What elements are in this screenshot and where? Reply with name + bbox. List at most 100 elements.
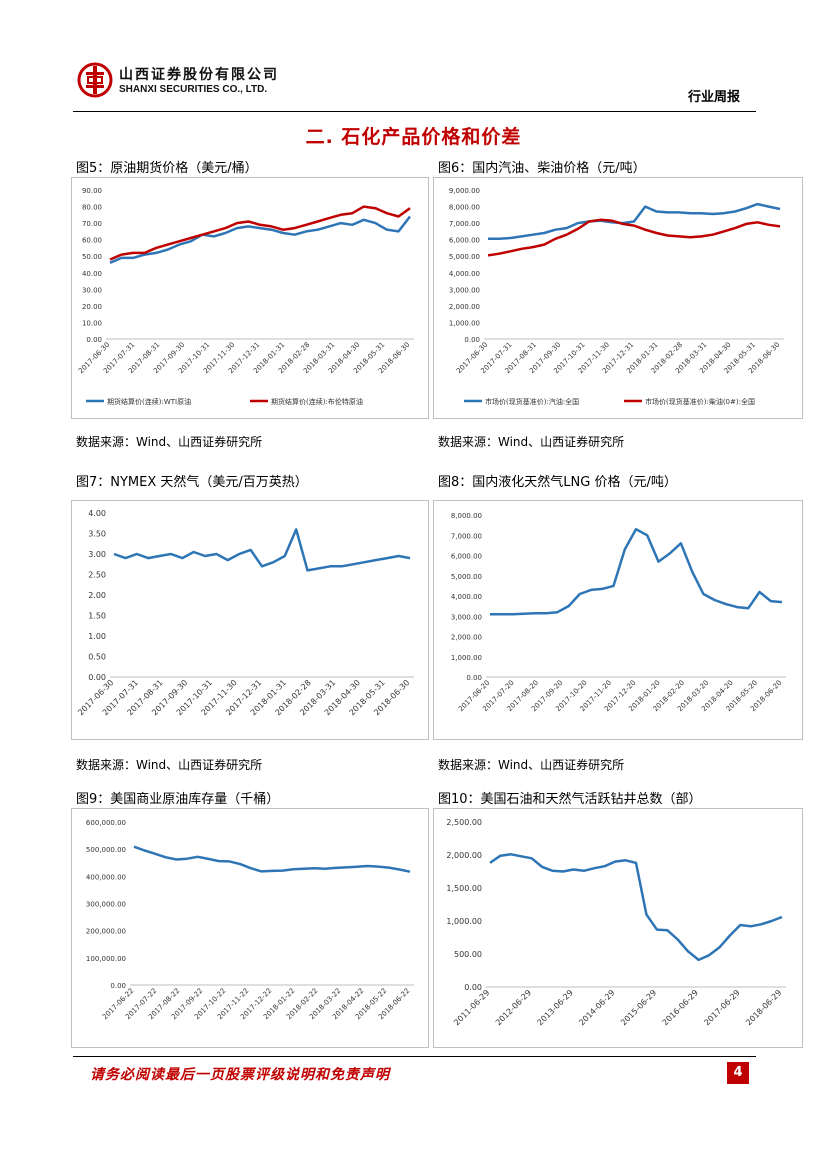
legend-label: 期货结算价(连续):布伦特原油 — [271, 397, 363, 406]
y-tick-label: 4,000.00 — [449, 270, 480, 278]
y-tick-label: 70.00 — [82, 220, 102, 228]
y-tick-label: 600,000.00 — [86, 819, 126, 827]
y-tick-label: 3,000.00 — [449, 286, 480, 294]
fig7-chart-svg: 0.000.501.001.502.002.503.003.504.002017… — [76, 509, 414, 717]
y-tick-label: 5,000.00 — [451, 573, 482, 581]
y-tick-label: 0.00 — [466, 674, 482, 682]
y-tick-label: 9,000.00 — [449, 187, 480, 195]
y-tick-label: 200,000.00 — [86, 928, 126, 936]
y-tick-label: 90.00 — [82, 187, 102, 195]
y-tick-label: 0.50 — [88, 653, 106, 662]
fig7-source: 数据来源：Wind、山西证券研究所 — [76, 758, 263, 772]
y-tick-label: 300,000.00 — [86, 901, 126, 909]
fig7-chart: 0.00 0.50 1.00 1.50 2.00 2.50 3.00 3.50 4.00 2017… — [71, 500, 429, 740]
fig8-title: 图8：国内液化天然气LNG 价格（元/吨） — [438, 475, 677, 490]
y-tick-label: 400,000.00 — [86, 873, 126, 881]
report-type: 行业周报 — [688, 90, 741, 105]
y-tick-label: 3.50 — [88, 530, 106, 539]
fig5-chart-svg: 0.00 10.00 20.00 30.00 40.00 50.00 60.00 70.00 8… — [77, 187, 414, 406]
y-tick-label: 40.00 — [82, 270, 102, 278]
fig7-title: 图7：NYMEX 天然气（美元/百万英热） — [76, 475, 308, 490]
x-tick-label: 2014-06-29 — [577, 988, 616, 1027]
fig8-chart-svg: 0.00 1,000.00 2,000.00 3,000.00 4,000.00 5,00… — [451, 512, 786, 713]
series-line — [109, 205, 411, 261]
footer-disclaimer: 请务必阅读最后一页股票评级说明和免责声明 — [90, 1067, 390, 1083]
x-tick-label: 2013-06-29 — [536, 988, 575, 1027]
series-line — [490, 527, 783, 616]
y-tick-label: 7,000.00 — [451, 532, 482, 540]
x-tick-label: 2017-06-29 — [702, 988, 741, 1027]
fig6-source: 数据来源：Wind、山西证券研究所 — [438, 435, 625, 449]
y-tick-label: 0.00 — [110, 982, 126, 990]
y-tick-label: 0.00 — [86, 336, 102, 344]
y-tick-label: 2,500.00 — [446, 818, 482, 827]
fig5-source: 数据来源：Wind、山西证券研究所 — [76, 435, 263, 449]
y-tick-label: 60.00 — [82, 237, 102, 245]
series-line — [487, 218, 781, 257]
legend-label: 期货结算价(连续):WTI原油 — [107, 397, 191, 406]
y-tick-label: 20.00 — [82, 303, 102, 311]
y-tick-label: 2,000.00 — [446, 851, 482, 860]
y-tick-label: 2.50 — [88, 571, 106, 580]
y-tick-label: 5,000.00 — [449, 253, 480, 261]
fig9-title: 图9：美国商业原油库存量（千桶） — [76, 792, 280, 807]
y-tick-label: 30.00 — [82, 286, 102, 294]
y-tick-label: 1,000.00 — [451, 654, 482, 662]
x-tick-label: 2018-06-29 — [744, 988, 783, 1027]
x-tick-label: 2012-06-29 — [494, 988, 533, 1027]
fig5-chart: 0.00 10.00 20.00 30.00 40.00 50.00 60.00 70.00 8… — [71, 177, 429, 419]
y-tick-label: 4.00 — [88, 509, 106, 518]
fig10-chart: 0.00 500.00 1,000.00 1,500.00 2,000.00 2,500.… — [433, 808, 803, 1048]
y-tick-label: 100,000.00 — [86, 955, 126, 963]
y-tick-label: 0.00 — [464, 336, 480, 344]
fig10-chart-svg: 0.00 500.00 1,000.00 1,500.00 2,000.00 2,500.… — [446, 818, 786, 1027]
section-title: 二. 石化产品价格和价差 — [305, 126, 522, 148]
y-tick-label: 1,000.00 — [449, 319, 480, 327]
fig10-title: 图10：美国石油和天然气活跃钻井总数（部） — [438, 792, 702, 807]
footer-rule — [73, 1056, 756, 1057]
y-tick-label: 8,000.00 — [449, 204, 480, 212]
y-tick-label: 1,000.00 — [446, 917, 482, 926]
header-rule — [73, 111, 756, 112]
legend-label: 市场价(现货基准价):柴油(0#):全国 — [645, 397, 755, 406]
y-tick-label: 0.00 — [88, 673, 106, 682]
series-line — [489, 853, 783, 962]
fig6-chart-svg: 0.00 1,000.00 2,000.00 3,000.00 4,000.00 5,00… — [449, 187, 784, 406]
fig6-chart: 0.00 1,000.00 2,000.00 3,000.00 4,000.00 5,00… — [433, 177, 803, 419]
fig8-source: 数据来源：Wind、山西证券研究所 — [438, 758, 625, 772]
company-name-en: SHANXI SECURITIES CO., LTD. — [119, 84, 268, 95]
y-tick-label: 0.00 — [464, 983, 482, 992]
y-tick-label: 500.00 — [454, 950, 482, 959]
y-tick-label: 10.00 — [82, 319, 102, 327]
company-logo-icon — [77, 62, 113, 98]
y-tick-label: 6,000.00 — [451, 553, 482, 561]
x-tick-label: 2015-06-29 — [619, 988, 658, 1027]
x-tick-label: 2016-06-29 — [661, 988, 700, 1027]
legend-label: 市场价(现货基准价):汽油:全国 — [485, 397, 579, 406]
y-tick-label: 80.00 — [82, 204, 102, 212]
series-line — [113, 528, 411, 572]
y-tick-label: 1.50 — [88, 612, 106, 621]
y-tick-label: 8,000.00 — [451, 512, 482, 520]
y-tick-label: 3,000.00 — [451, 613, 482, 621]
y-tick-label: 500,000.00 — [86, 846, 126, 854]
fig9-chart: 0.00 100,000.00 200,000.00 300,000.00 400,00… — [71, 808, 429, 1048]
y-tick-label: 7,000.00 — [449, 220, 480, 228]
x-tick-label: 2011-06-29 — [452, 988, 491, 1027]
fig5-title: 图5：原油期货价格（美元/桶） — [76, 161, 258, 176]
fig9-chart-svg: 0.00 100,000.00 200,000.00 300,000.00 400,00… — [86, 819, 414, 1021]
fig6-title: 图6：国内汽油、柴油价格（元/吨） — [438, 161, 646, 176]
y-tick-label: 2.00 — [88, 591, 106, 600]
y-tick-label: 2,000.00 — [451, 634, 482, 642]
fig8-chart: 0.00 1,000.00 2,000.00 3,000.00 4,000.00 5,00… — [433, 500, 803, 740]
series-line — [488, 202, 781, 241]
page-number: 4 — [727, 1062, 749, 1084]
y-tick-label: 6,000.00 — [449, 237, 480, 245]
series-line — [109, 215, 411, 264]
y-tick-label: 50.00 — [82, 253, 102, 261]
y-tick-label: 3.00 — [88, 550, 106, 559]
series-line — [133, 845, 411, 873]
company-name-cn: 山西证券股份有限公司 — [119, 67, 279, 83]
y-tick-label: 1.00 — [88, 632, 106, 641]
y-tick-label: 2,000.00 — [449, 303, 480, 311]
